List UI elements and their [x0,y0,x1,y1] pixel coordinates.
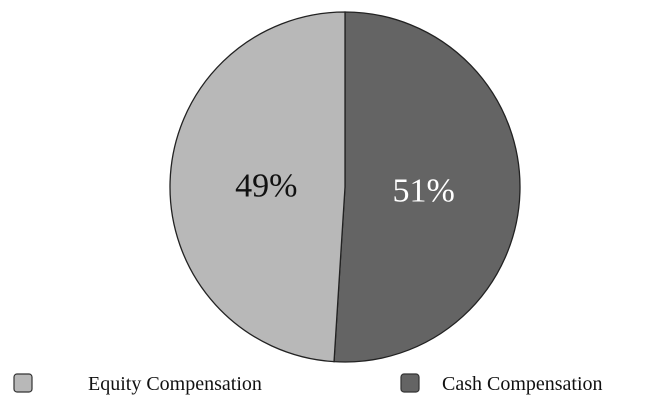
legend-label-cash: Cash Compensation [442,373,603,395]
legend-swatch-cash [400,373,420,393]
pie-slice-cash-compensation [333,11,521,363]
pie-slices [169,11,521,363]
legend-label-equity: Equity Compensation [88,373,262,395]
pie-slice-equity-compensation [169,11,346,363]
pie-slice-label-equity-compensation: 49% [235,168,297,205]
legend-swatch-equity [13,373,33,393]
legend-item-equity: Equity Compensation [13,373,262,395]
pie-slice-label-cash-compensation: 51% [393,172,455,209]
legend: Equity Compensation Cash Compensation [13,373,603,395]
pie-slice-labels: 51% 49% [235,168,455,210]
legend-item-cash: Cash Compensation [400,373,603,395]
